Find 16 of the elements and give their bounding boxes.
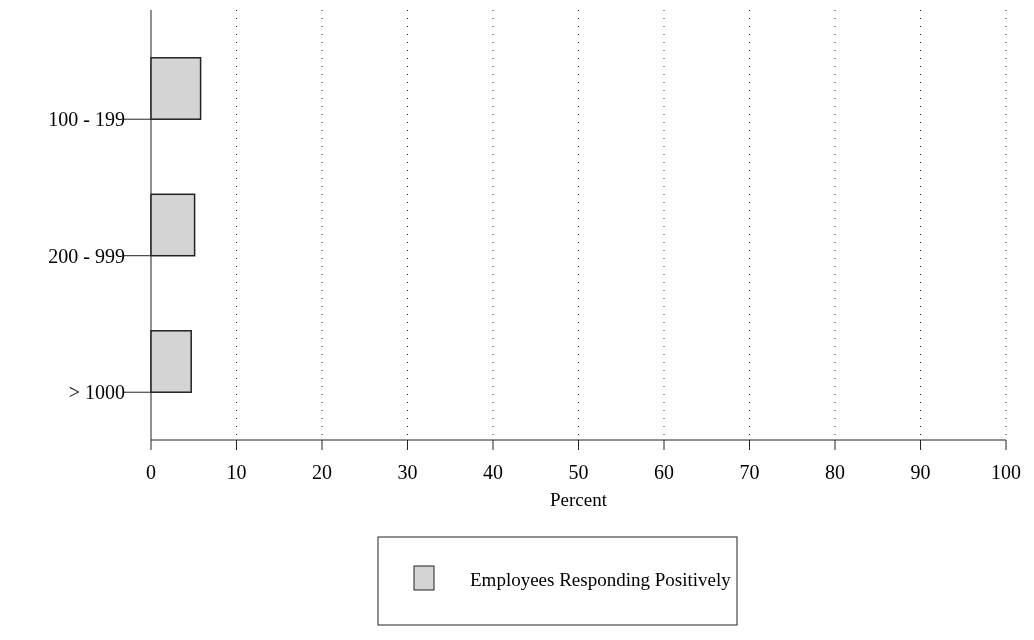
x-axis-title: Percent [550, 489, 608, 510]
x-tick-label: 50 [568, 461, 589, 483]
y-tick-label: 200 - 999 [48, 244, 125, 267]
x-tick-label: 0 [146, 461, 156, 483]
legend-label: Employees Responding Positively [470, 569, 732, 590]
y-tick-label: 100 - 199 [48, 108, 125, 131]
x-tick-label: 100 [991, 461, 1021, 483]
x-tick-label: 70 [739, 461, 760, 483]
x-tick-label: 80 [825, 461, 845, 483]
x-tick-label: 10 [226, 461, 247, 483]
x-tick-label: 30 [397, 461, 418, 483]
x-tick-label: 40 [483, 461, 503, 483]
x-tick-label: 90 [910, 461, 931, 483]
y-tick-label: > 1000 [68, 381, 125, 404]
x-tick-label: 20 [312, 461, 332, 483]
x-tick-label: 60 [654, 461, 674, 483]
